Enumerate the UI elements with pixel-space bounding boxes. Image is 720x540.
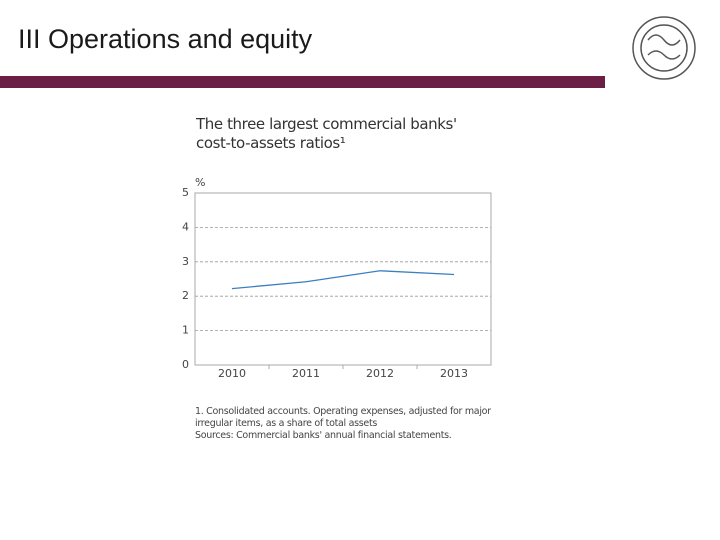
note: Sources: Commercial banks' annual financ… — [195, 430, 452, 441]
y-tick-label: 1 — [182, 324, 189, 337]
y-tick-label: 3 — [182, 255, 189, 268]
x-tick-label: 2012 — [366, 367, 394, 380]
y-tick-label: 5 — [182, 186, 189, 199]
plot-frame — [194, 192, 492, 366]
y-tick-label: 4 — [182, 220, 189, 233]
header-bar — [0, 76, 605, 88]
y-tick-label: 0 — [182, 358, 189, 371]
chart-title: The three largest commercial banks' cost… — [196, 115, 457, 152]
y-tick-label: 2 — [182, 289, 189, 302]
chart-notes: 1. Consolidated accounts. Operating expe… — [195, 406, 495, 442]
x-tick-label: 2010 — [218, 367, 246, 380]
logo — [632, 16, 696, 80]
x-tick-label: 2011 — [292, 367, 320, 380]
line — [231, 270, 455, 290]
y-unit: % — [195, 176, 205, 189]
x-tick-label: 2013 — [440, 367, 468, 380]
note: 1. Consolidated accounts. Operating expe… — [195, 406, 491, 429]
slide-title: III Operations and equity — [18, 24, 313, 54]
